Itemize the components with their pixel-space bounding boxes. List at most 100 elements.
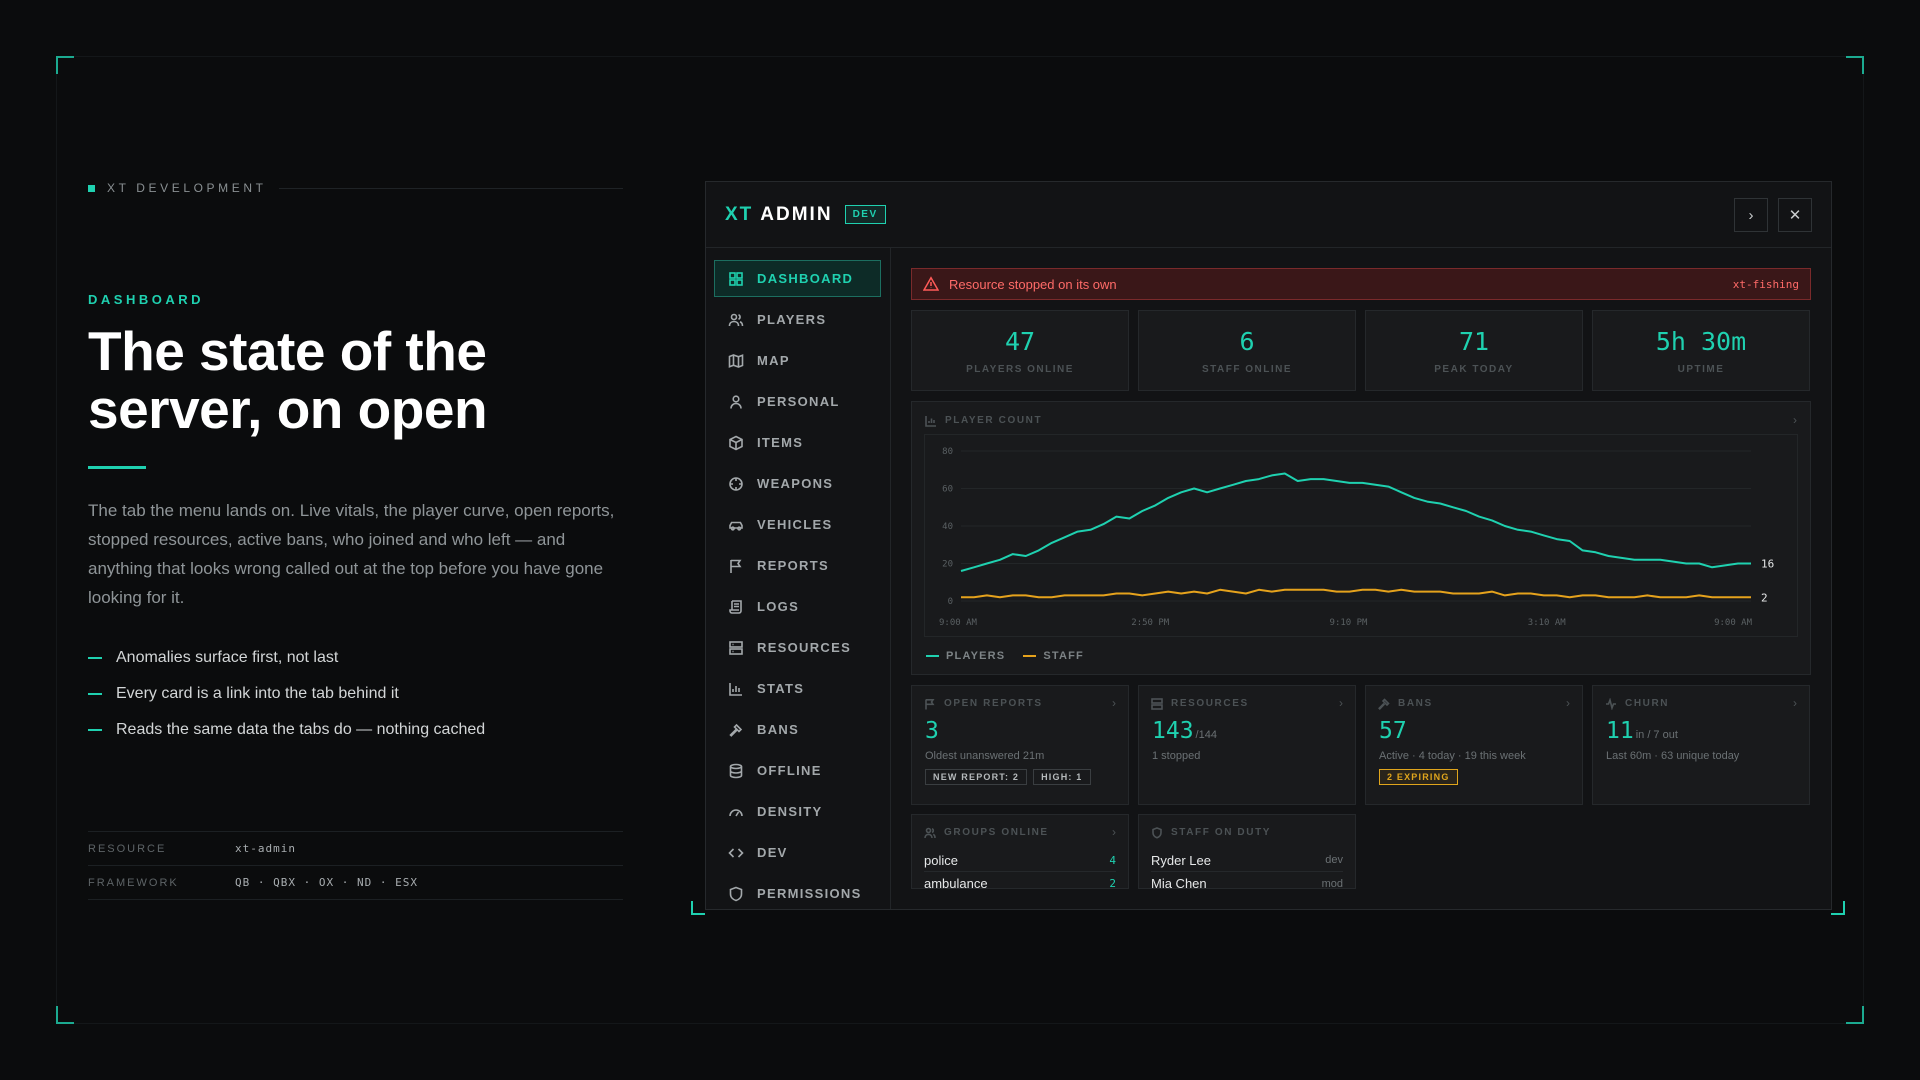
crosshair-icon xyxy=(728,476,744,492)
sidebar-item-reports[interactable]: REPORTS xyxy=(714,547,881,584)
code-icon xyxy=(728,845,744,861)
legend-swatch xyxy=(1023,655,1037,657)
vitals-row: 47 PLAYERS ONLINE 6 STAFF ONLINE 71 PEAK… xyxy=(911,310,1811,391)
stat-value: 47 xyxy=(1004,326,1036,356)
close-icon: ✕ xyxy=(1788,207,1802,224)
y-tick-label: 80 xyxy=(942,447,953,457)
list-item[interactable]: Ryder Lee dev xyxy=(1151,849,1343,872)
staff-name: Ryder Lee xyxy=(1151,852,1211,868)
legend-label: PLAYERS xyxy=(946,650,1006,662)
accent-bar xyxy=(88,466,146,469)
list-item[interactable]: ambulance 2 xyxy=(924,872,1116,895)
sidebar-item-bans[interactable]: BANS xyxy=(714,711,881,748)
sidebar-item-label: LOGS xyxy=(757,599,800,614)
stat-peak-today[interactable]: 71 PEAK TODAY xyxy=(1365,310,1583,391)
sidebar-item-map[interactable]: MAP xyxy=(714,342,881,379)
meta-key: FRAMEWORK xyxy=(88,876,179,889)
anomaly-alert[interactable]: Resource stopped on its own xt-fishing xyxy=(911,268,1811,300)
x-tick-label: 2:50 PM xyxy=(1131,618,1170,628)
box-icon xyxy=(728,435,744,451)
sidebar-item-label: DEV xyxy=(757,845,788,860)
y-tick-label: 60 xyxy=(942,485,953,495)
sidebar-item-dev[interactable]: DEV xyxy=(714,834,881,871)
x-tick-label: 9:10 PM xyxy=(1330,618,1369,628)
series-line-players xyxy=(960,472,1751,572)
sidebar-item-logs[interactable]: LOGS xyxy=(714,588,881,625)
sidebar-item-label: STATS xyxy=(757,681,805,696)
chevron-right-icon: › xyxy=(1793,696,1797,710)
y-tick-label: 40 xyxy=(942,522,953,532)
bar-chart-icon xyxy=(728,681,744,697)
group-count: 4 xyxy=(1109,853,1116,867)
frame-corner xyxy=(1846,1006,1864,1024)
churn-card[interactable]: CHURN › 11 in / 7 out Last 60m · 63 uniq… xyxy=(1592,685,1810,805)
sidebar-item-label: PLAYERS xyxy=(757,312,827,327)
meta-table: RESOURCE xt-admin FRAMEWORK QB · QBX · O… xyxy=(88,831,623,900)
open-reports-card[interactable]: OPEN REPORTS › 3 Oldest unanswered 21m N… xyxy=(911,685,1129,805)
list-item[interactable]: police 4 xyxy=(924,849,1116,872)
summary-cards: OPEN REPORTS › 3 Oldest unanswered 21m N… xyxy=(911,685,1811,891)
sidebar-nav: DASHBOARD PLAYERS MAP PERSONAL ITEMS WEA… xyxy=(706,248,891,909)
staff-name: Mia Chen xyxy=(1151,876,1207,891)
gauge-icon xyxy=(728,804,744,820)
stat-staff-online[interactable]: 6 STAFF ONLINE xyxy=(1138,310,1356,391)
y-tick-label: 0 xyxy=(948,597,953,607)
stat-players-online[interactable]: 47 PLAYERS ONLINE xyxy=(911,310,1129,391)
player-count-card[interactable]: PLAYER COUNT › 0 20 40 60 80 9:00 AM 2:50 PM 9:… xyxy=(911,401,1811,675)
sidebar-item-stats[interactable]: STATS xyxy=(714,670,881,707)
legend-label: STAFF xyxy=(1043,650,1084,662)
card-title: BANS xyxy=(1398,697,1433,709)
card-value: 3 xyxy=(925,718,939,744)
title-line-2: server, on open xyxy=(88,378,488,440)
server-icon xyxy=(1151,697,1163,710)
stat-label: PEAK TODAY xyxy=(1434,363,1514,375)
window-controls: › ✕ xyxy=(1734,198,1812,232)
series-end-label: 2 xyxy=(1761,591,1768,604)
window-header: XT ADMIN DEV › ✕ xyxy=(706,182,1831,248)
sidebar-item-offline[interactable]: OFFLINE xyxy=(714,752,881,789)
staff-on-duty-card[interactable]: STAFF ON DUTY Ryder Lee dev Mia Chen mod xyxy=(1138,814,1356,891)
resources-card[interactable]: RESOURCES › 143 /144 1 stopped xyxy=(1138,685,1356,805)
sidebar-item-personal[interactable]: PERSONAL xyxy=(714,383,881,420)
staff-role: dev xyxy=(1325,854,1343,866)
sidebar-item-vehicles[interactable]: VEHICLES xyxy=(714,506,881,543)
x-tick-label: 9:00 AM xyxy=(1714,618,1753,628)
card-value-suffix: in / 7 out xyxy=(1635,729,1678,741)
close-button[interactable]: ✕ xyxy=(1778,198,1812,232)
card-header: STAFF ON DUTY xyxy=(1139,815,1355,849)
warning-icon xyxy=(922,276,940,292)
card-subtext: 1 stopped xyxy=(1152,750,1201,762)
series-end-label: 16 xyxy=(1761,558,1774,571)
player-count-chart: 0 20 40 60 80 9:00 AM 2:50 PM 9:10 PM 3:10 AM 9:0… xyxy=(924,434,1798,637)
card-header: BANS › xyxy=(1366,686,1582,720)
scroll-icon xyxy=(728,599,744,615)
sidebar-item-permissions[interactable]: PERMISSIONS xyxy=(714,875,881,909)
sidebar-item-players[interactable]: PLAYERS xyxy=(714,301,881,338)
card-title: GROUPS ONLINE xyxy=(944,826,1049,838)
hammer-icon xyxy=(728,722,744,738)
sidebar-item-resources[interactable]: RESOURCES xyxy=(714,629,881,666)
list-item[interactable]: Mia Chen mod xyxy=(1151,872,1343,895)
dash-icon xyxy=(88,729,102,731)
sidebar-item-label: BANS xyxy=(757,722,800,737)
alert-resource: xt-fishing xyxy=(1732,277,1799,291)
database-icon xyxy=(728,763,744,779)
report-chip-high: HIGH: 1 xyxy=(1033,769,1091,785)
meta-row-resource: RESOURCE xt-admin xyxy=(88,832,623,866)
sidebar-item-label: VEHICLES xyxy=(757,517,833,532)
grid-icon xyxy=(728,271,744,287)
frame-corner xyxy=(1846,56,1864,74)
card-title: CHURN xyxy=(1625,697,1670,709)
frame-corner xyxy=(56,56,74,74)
sidebar-item-label: REPORTS xyxy=(757,558,829,573)
description-text: The tab the menu lands on. Live vitals, … xyxy=(88,501,615,607)
groups-online-card[interactable]: GROUPS ONLINE › police 4 ambulance 2 xyxy=(911,814,1129,891)
brand-divider xyxy=(278,187,623,189)
sidebar-item-density[interactable]: DENSITY xyxy=(714,793,881,830)
stat-uptime[interactable]: 5h 30m UPTIME xyxy=(1592,310,1810,391)
sidebar-item-items[interactable]: ITEMS xyxy=(714,424,881,461)
expand-button[interactable]: › xyxy=(1734,198,1768,232)
sidebar-item-weapons[interactable]: WEAPONS xyxy=(714,465,881,502)
bans-card[interactable]: BANS › 57 Active · 4 today · 19 this wee… xyxy=(1365,685,1583,805)
sidebar-item-dashboard[interactable]: DASHBOARD xyxy=(714,260,881,297)
